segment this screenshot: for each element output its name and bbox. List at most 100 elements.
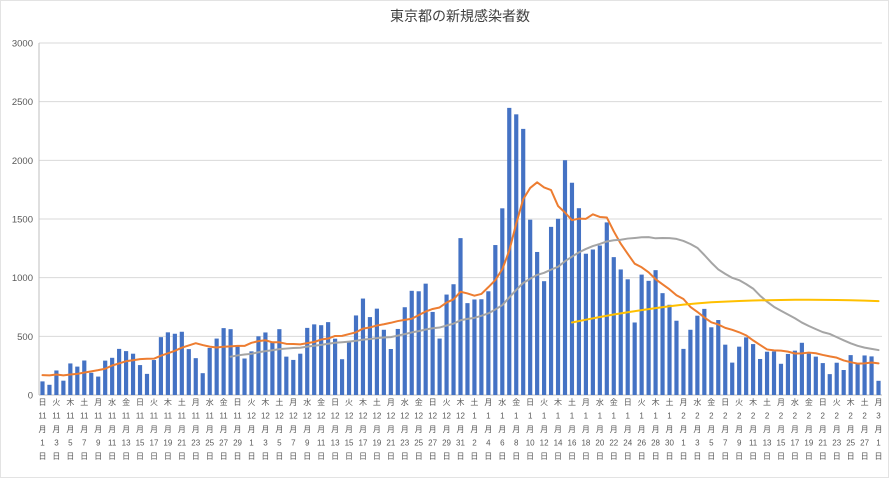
bar	[110, 357, 115, 395]
bar	[785, 353, 791, 395]
x-axis-tick-label: 金 11 月 13 日	[122, 397, 131, 461]
bar	[235, 345, 240, 395]
bar	[409, 290, 414, 395]
bar	[437, 338, 442, 395]
bar	[646, 280, 651, 395]
x-axis-tick-label: 火 12 月 15 日	[345, 398, 354, 461]
bar	[117, 348, 122, 395]
x-axis-tick-label: 火 12 月 29 日	[442, 398, 451, 461]
bar	[172, 333, 177, 395]
bar	[333, 338, 338, 395]
x-axis-tick-label: 木 2 月 25 日	[846, 397, 855, 461]
bar	[799, 342, 804, 395]
bar	[96, 376, 101, 395]
bar	[674, 320, 679, 395]
bar	[771, 351, 777, 395]
bar	[827, 374, 832, 395]
x-axis-tick-label: 金 11 月 27 日	[219, 397, 228, 461]
bar	[542, 281, 547, 395]
x-axis-tick-label: 月 12 月 7 日	[289, 398, 298, 461]
bar	[367, 317, 373, 395]
bar	[270, 342, 275, 395]
y-axis-tick-label: 2000	[12, 156, 33, 167]
x-axis-tick-label: 火 1 月 12 日	[540, 398, 549, 461]
bar-series	[40, 107, 881, 396]
bar	[151, 360, 157, 395]
bar	[402, 307, 407, 395]
bar	[200, 373, 205, 395]
bar	[632, 322, 637, 395]
bar	[709, 327, 714, 395]
bar	[841, 370, 846, 395]
x-axis-tick-label: 日 1 月 10 日	[526, 398, 535, 461]
x-axis-tick-label: 土 1 月 30 日	[665, 397, 674, 461]
bar	[47, 384, 52, 395]
x-axis-tick-label: 火 2 月 23 日	[832, 398, 841, 461]
bar	[597, 245, 602, 395]
bar	[625, 279, 630, 395]
x-axis-tick-label: 土 12 月 5 日	[275, 397, 284, 461]
bar	[834, 362, 839, 395]
x-axis-tick-label: 木 1 月 14 日	[554, 397, 563, 461]
x-axis-tick-label: 土 12 月 19 日	[372, 397, 381, 461]
x-axis-tick-label: 水 2 月 17 日	[790, 397, 799, 461]
y-axis-tick-label: 500	[17, 332, 33, 343]
bar	[500, 208, 505, 395]
x-axis-tick-label: 日 11 月 1 日	[38, 398, 47, 461]
bar	[820, 363, 825, 395]
bar	[103, 360, 108, 395]
bar	[451, 284, 456, 395]
bar	[256, 336, 261, 395]
bar	[611, 257, 616, 395]
bar	[186, 349, 191, 395]
x-axis-tick-label: 水 12 月 23 日	[400, 397, 409, 461]
bar	[339, 359, 345, 395]
bar	[583, 253, 588, 395]
bar	[179, 331, 184, 395]
bar	[757, 358, 763, 395]
bar	[326, 322, 331, 395]
bar	[751, 344, 756, 395]
x-axis-tick-label: 月 11 月 9 日	[94, 398, 103, 461]
x-axis-tick-label: 木 11 月 5 日	[66, 397, 75, 461]
x-axis-tick-label: 木 12 月 17 日	[359, 397, 368, 461]
x-axis-tick-label: 土 1 月 16 日	[568, 397, 577, 461]
bar	[423, 283, 428, 395]
bar	[158, 337, 164, 395]
y-axis-tick-label: 0	[28, 391, 33, 402]
x-axis-tick-label: 月 2 月 15 日	[777, 398, 786, 461]
x-axis-tick-label: 土 2 月 27 日	[860, 397, 869, 461]
bar	[562, 160, 568, 395]
bar	[346, 341, 352, 395]
bar	[458, 238, 463, 395]
bar	[514, 114, 519, 395]
bar	[813, 356, 818, 395]
bar	[688, 329, 693, 395]
line-series	[41, 181, 880, 377]
x-axis-tick-label: 日 2 月 21 日	[818, 398, 827, 461]
bar	[576, 208, 582, 395]
bar	[862, 355, 867, 395]
bar	[388, 349, 393, 395]
x-axis-tick-label: 月 12 月 21 日	[386, 398, 395, 461]
bar	[493, 245, 498, 395]
x-axis-tick-label: 日 12 月 13 日	[331, 398, 340, 461]
x-axis-tick-label: 水 12 月 9 日	[303, 397, 312, 461]
bar	[660, 293, 665, 395]
bar	[472, 299, 477, 395]
x-axis-tick-label: 日 11 月 15 日	[136, 398, 145, 461]
bar	[75, 366, 80, 395]
bar	[165, 332, 170, 395]
bar	[130, 353, 136, 395]
bar	[249, 351, 254, 395]
bar	[395, 328, 400, 395]
bar	[528, 219, 533, 395]
bar	[242, 358, 247, 395]
